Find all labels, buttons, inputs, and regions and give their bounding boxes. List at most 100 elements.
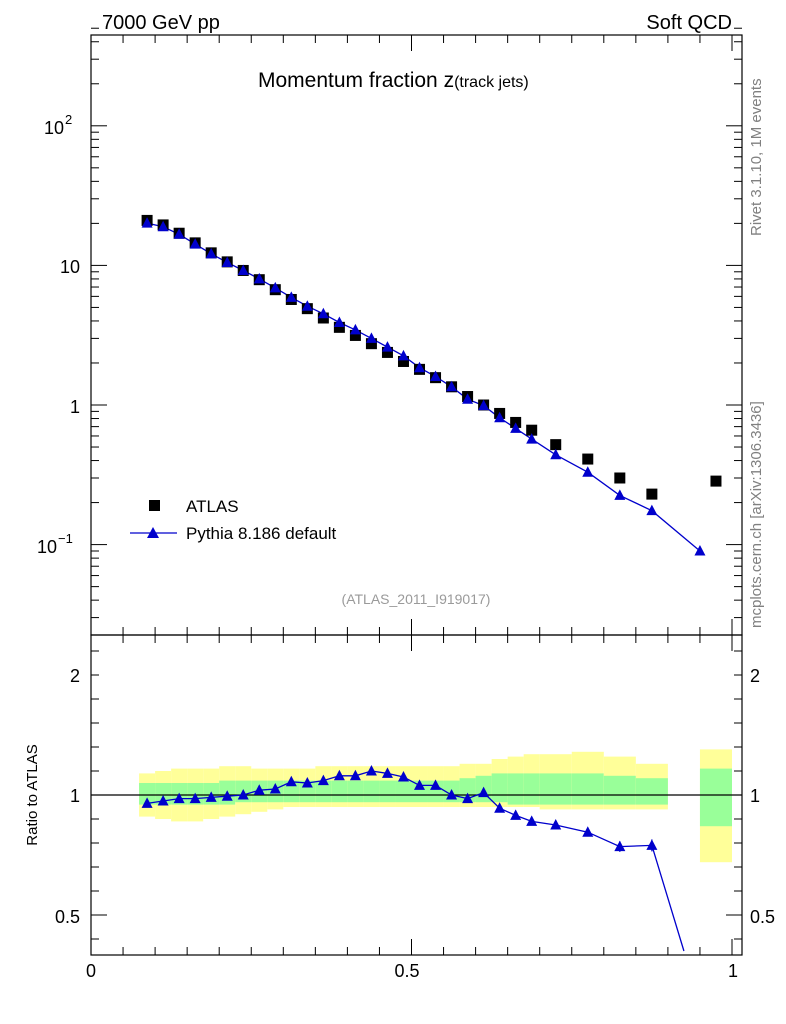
pythia-point xyxy=(189,238,201,249)
legend: ATLAS Pythia 8.186 default xyxy=(130,497,337,543)
ratio-uncertainty-bands xyxy=(139,749,732,863)
ratio-pythia-point xyxy=(614,840,626,852)
main-ytick-base-100: 10 xyxy=(44,118,64,138)
ratio-band-green xyxy=(699,768,732,827)
ratio-pythia-point xyxy=(221,790,233,801)
pythia-point xyxy=(333,316,345,327)
chart-title-main: Momentum fraction z xyxy=(258,69,454,92)
pythia-point xyxy=(237,264,249,275)
main-ytick-label-0.1: 10 −1 xyxy=(37,531,73,557)
analysis-tag: (ATLAS_2011_I919017) xyxy=(342,591,491,607)
atlas-point xyxy=(550,439,562,451)
pythia-point xyxy=(430,370,442,382)
ratio-pythia-point xyxy=(526,815,538,826)
ratio-pythia-point xyxy=(237,789,249,800)
ratio-pythia-point xyxy=(269,783,281,794)
ratio-pythia-point xyxy=(381,767,393,778)
chart-title-sub: (track jets) xyxy=(454,74,529,91)
ratio-pythia-point xyxy=(141,797,153,808)
legend-atlas-marker xyxy=(149,500,160,511)
source-label: mcplots.cern.ch [arXiv:1306.3436] xyxy=(748,401,765,628)
pythia-point xyxy=(397,349,409,361)
pythia-point xyxy=(205,247,217,259)
pythia-point xyxy=(253,272,265,284)
xtick-label-0.5: 0.5 xyxy=(394,961,419,981)
atlas-point xyxy=(349,329,361,341)
atlas-point xyxy=(646,488,658,500)
ratio-ytick-label-1: 1 xyxy=(70,786,80,806)
ratio-ytick-label-0.5-right: 0.5 xyxy=(750,907,775,927)
chart-title: Momentum fraction z(track jets) xyxy=(258,69,529,92)
atlas-point xyxy=(397,355,409,367)
main-ytick-base-0.1: 10 xyxy=(37,537,57,557)
ratio-band-green xyxy=(379,780,396,803)
ratio-ytick-label-2-right: 2 xyxy=(750,666,760,686)
ratio-pythia-point xyxy=(478,786,490,798)
ratio-band-green xyxy=(363,780,380,803)
ratio-ylabel: Ratio to ATLAS xyxy=(24,744,41,845)
pythia-point xyxy=(526,433,538,444)
legend-pythia-label: Pythia 8.186 default xyxy=(186,524,337,543)
pythia-point xyxy=(317,307,329,319)
ratio-band-green xyxy=(491,773,508,803)
ratio-band-green xyxy=(139,783,156,805)
main-ytick-exp-100: 2 xyxy=(65,112,72,127)
main-ytick-label-1: 1 xyxy=(70,397,80,417)
pythia-point xyxy=(582,466,594,477)
ratio-plot-marks xyxy=(141,765,685,952)
pythia-point xyxy=(462,393,474,404)
ratio-pythia-point xyxy=(173,792,185,804)
pythia-point xyxy=(269,281,281,293)
ratio-band-green xyxy=(155,783,172,805)
ratio-pythia-point xyxy=(301,777,313,788)
pythia-point xyxy=(349,323,361,335)
ratio-pythia-point xyxy=(205,791,217,802)
pythia-point xyxy=(694,544,706,556)
pythia-point xyxy=(157,220,169,232)
pythia-point xyxy=(221,256,233,267)
main-axis-ticks xyxy=(90,27,742,635)
atlas-point xyxy=(365,338,377,350)
ratio-pythia-point xyxy=(189,792,201,804)
pythia-point xyxy=(646,504,658,516)
pythia-point xyxy=(285,291,297,302)
pythia-point xyxy=(614,489,626,500)
ratio-plot-frame xyxy=(90,634,743,956)
atlas-point xyxy=(614,472,626,484)
pythia-point xyxy=(365,332,377,343)
ratio-panel: 2 1 0.5 2 1 0.5 Ratio to ATLAS 0 0.5 1 xyxy=(24,634,775,981)
ratio-pythia-point xyxy=(157,795,169,806)
ratio-band-green xyxy=(539,773,572,805)
ratio-pythia-point xyxy=(494,802,506,813)
ratio-pythia-point xyxy=(253,784,265,795)
pythia-point xyxy=(446,380,458,392)
main-ytick-exp-0.1: −1 xyxy=(58,531,73,546)
ratio-band-green xyxy=(507,773,524,805)
ratio-pythia-point xyxy=(317,774,329,786)
legend-atlas-label: ATLAS xyxy=(186,497,239,516)
ratio-band-green xyxy=(571,773,604,805)
ratio-pythia-point xyxy=(446,789,458,800)
ratio-band-green xyxy=(635,778,668,805)
atlas-point xyxy=(381,346,393,358)
ratio-pythia-point xyxy=(550,819,562,830)
ratio-band-green xyxy=(331,780,348,803)
ratio-pythia-point xyxy=(462,792,474,804)
pythia-point xyxy=(550,448,562,460)
pythia-point xyxy=(414,361,426,373)
ratio-band-green xyxy=(603,775,636,805)
ratio-band-green xyxy=(395,780,412,803)
atlas-point xyxy=(333,321,345,333)
pythia-point xyxy=(301,300,313,311)
pythia-point xyxy=(173,228,185,239)
ratio-band-green xyxy=(523,773,540,805)
main-plot-frame xyxy=(90,34,743,636)
atlas-point xyxy=(582,453,594,465)
atlas-point xyxy=(710,475,722,487)
ratio-ytick-label-0.5: 0.5 xyxy=(55,907,80,927)
category-label: Soft QCD xyxy=(646,12,732,34)
energy-label: 7000 GeV pp xyxy=(102,12,220,34)
pythia-point xyxy=(141,217,153,228)
main-ytick-label-100: 10 2 xyxy=(44,112,72,138)
xtick-label-0: 0 xyxy=(86,961,96,981)
